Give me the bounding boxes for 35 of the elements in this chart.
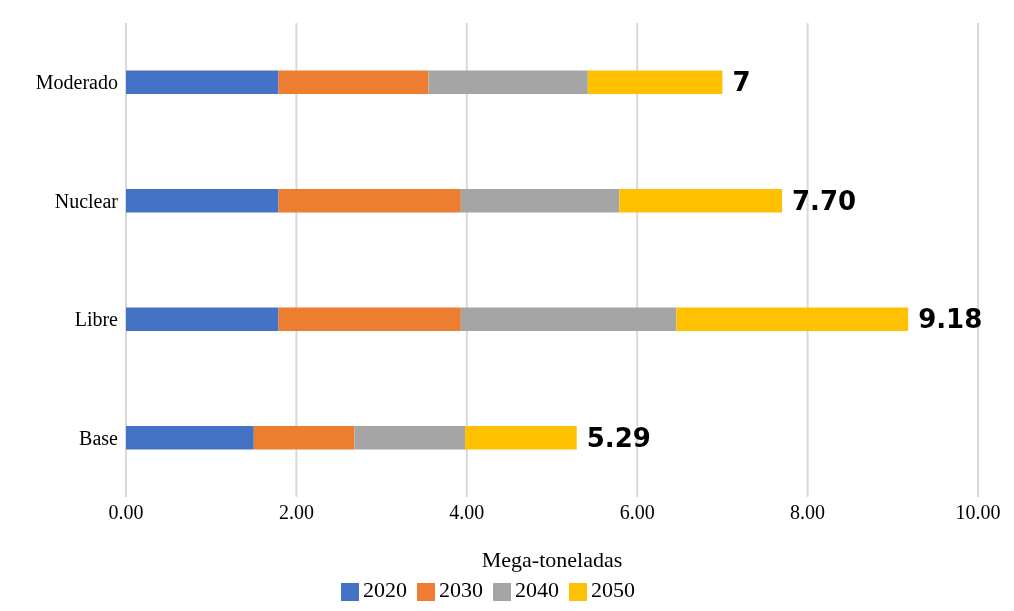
bar (278, 70, 429, 95)
bar (126, 188, 279, 213)
bar (278, 307, 461, 332)
legend-label: 2030 (439, 577, 483, 602)
y-tick-label: Nuclear (54, 189, 119, 212)
x-tick-label: 10.00 (955, 501, 1001, 524)
bar (619, 188, 783, 213)
x-tick-label: 6.00 (619, 501, 655, 524)
bar (126, 70, 279, 95)
total-label: 9.18 (918, 304, 983, 335)
x-tick-label: 8.00 (790, 501, 826, 524)
legend-label: 2040 (515, 577, 559, 602)
y-tick-label: Libre (74, 308, 119, 331)
bar (460, 307, 677, 332)
legend-label: 2020 (363, 577, 407, 602)
total-label: 7.70 (792, 185, 857, 216)
bar (278, 188, 461, 213)
bar (676, 307, 909, 332)
bar (253, 425, 355, 450)
y-tick-label: Moderado (35, 71, 118, 94)
legend-label: 2050 (591, 577, 635, 602)
total-label: 7 (732, 67, 751, 98)
total-label: 5.29 (586, 422, 651, 453)
x-tick-label: 4.00 (449, 501, 485, 524)
bar (354, 425, 466, 450)
bar (460, 188, 620, 213)
x-tick-label: 0.00 (108, 501, 144, 524)
bar (126, 425, 254, 450)
y-tick-label: Base (79, 426, 119, 449)
x-axis-title: Mega-toneladas (481, 547, 623, 572)
bar (428, 70, 588, 95)
x-tick-label: 2.00 (278, 501, 314, 524)
bar (126, 307, 279, 332)
bar (587, 70, 723, 95)
bar (465, 425, 577, 450)
